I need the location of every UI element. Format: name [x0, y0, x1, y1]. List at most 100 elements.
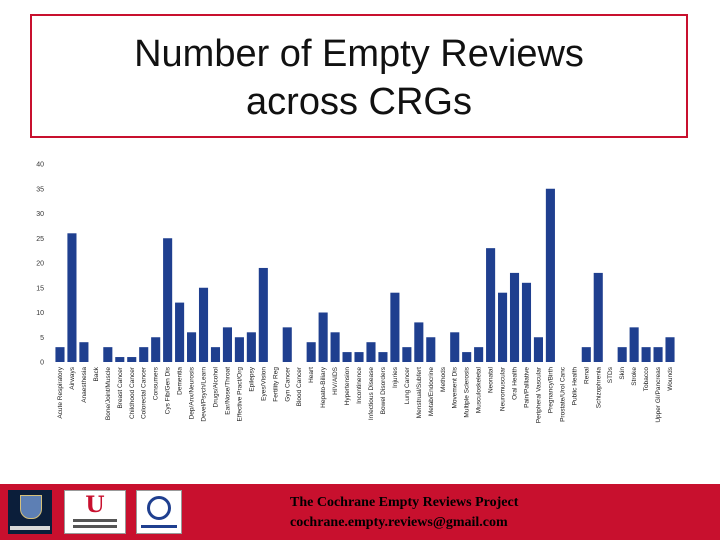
category-label: Airways	[69, 366, 76, 390]
cochrane-logo	[136, 490, 182, 534]
category-label: Skin	[619, 367, 626, 380]
category-label: Renal	[583, 366, 590, 384]
bar	[629, 327, 639, 362]
y-tick-label: 15	[36, 285, 44, 292]
category-label: Incontinence	[356, 367, 363, 404]
y-tick-label: 10	[36, 310, 44, 317]
category-label: HIV/AIDS	[332, 366, 339, 394]
bar	[318, 312, 328, 362]
bar	[330, 332, 340, 362]
category-label: Blood Cancer	[296, 366, 303, 406]
category-label: Devel/Psych/Learn	[201, 367, 208, 422]
bar	[545, 188, 555, 362]
category-label: STDs	[607, 366, 614, 383]
bar	[222, 327, 232, 362]
category-label: Fertility Reg	[272, 367, 279, 402]
bar	[210, 347, 221, 362]
bar	[653, 347, 663, 362]
bar	[151, 337, 161, 362]
category-label: Neuromuscular	[500, 366, 507, 411]
y-tick-label: 20	[36, 261, 44, 268]
category-label: Acute Respiratory	[57, 366, 64, 418]
bar-chart: 0 5 10 15 20 25 30 35 40 Acute Respiratory Airways…	[36, 162, 675, 423]
bar	[115, 357, 125, 362]
category-label: Lung Cancer	[404, 366, 411, 404]
bar	[426, 337, 436, 362]
y-tick-label: 5	[40, 335, 44, 342]
category-label: Multiple Sclerosis	[464, 366, 471, 417]
bar	[593, 272, 603, 362]
y-tick-label: 25	[36, 236, 44, 243]
bar	[246, 332, 256, 362]
category-label: Dementia	[177, 367, 184, 395]
category-label: Stroke	[631, 367, 638, 386]
category-label: Childhood Cancer	[129, 366, 136, 419]
category-label: Metab/Endocrine	[428, 367, 435, 417]
bar	[665, 337, 675, 362]
category-label: Neonatal	[488, 366, 495, 393]
bar	[306, 342, 316, 362]
category-label: Drugs/Alcohol	[212, 366, 219, 407]
category-label: Movement Dis	[452, 366, 459, 408]
bar	[258, 267, 268, 362]
category-label: Pregnancy/Birth	[547, 367, 554, 414]
bar	[509, 272, 520, 362]
category-label: Injuries	[392, 366, 399, 388]
category-label: Wounds	[667, 366, 674, 390]
category-label: Consumers	[153, 366, 160, 400]
bar	[234, 337, 244, 362]
bar	[175, 302, 185, 362]
bar	[282, 327, 292, 362]
bar	[55, 347, 65, 362]
category-label: Musculoskeletal	[476, 366, 483, 413]
category-label: Oral Health	[512, 367, 519, 400]
bar	[486, 248, 496, 362]
category-label: Schizophrenia	[595, 367, 602, 409]
utah-logo: U	[64, 490, 126, 534]
bar	[67, 233, 77, 362]
footer-project-name: The Cochrane Empty Reviews Project	[290, 495, 519, 510]
bar	[198, 287, 209, 362]
footer-email: cochrane.empty.reviews@gmail.com	[290, 515, 508, 530]
category-label: Tobacco	[643, 367, 650, 392]
category-label: Gyn Cancer	[284, 366, 291, 402]
category-label: Upper GI/Pancreas	[655, 366, 662, 422]
bar	[390, 292, 400, 362]
y-tick-label: 40	[36, 162, 44, 169]
bar	[617, 347, 627, 362]
bar	[139, 347, 149, 362]
category-label: Breast Cancer	[117, 366, 124, 408]
category-label: Prostate/Urol Canc	[559, 366, 566, 422]
category-label: Colorectal Cancer	[141, 366, 148, 419]
chart-title: Number of Empty Reviews across CRGs	[32, 30, 686, 126]
category-label: Back	[93, 366, 100, 381]
title-box: Number of Empty Reviews across CRGs	[30, 14, 688, 138]
bar	[342, 352, 352, 362]
category-label: Anaesthesia	[81, 367, 88, 403]
category-label: Peripheral Vascular	[535, 366, 542, 423]
chart-title-line-2: across CRGs	[246, 81, 472, 123]
category-label: Infectious Disease	[368, 367, 375, 420]
category-label: Public Health	[571, 367, 578, 406]
bar	[103, 347, 113, 362]
oxford-logo	[8, 490, 52, 534]
bar	[354, 352, 364, 362]
bar	[581, 347, 591, 362]
bar	[163, 238, 173, 362]
category-label: Bowel Disorders	[380, 366, 387, 414]
category-label: Effective Pract/Org	[236, 367, 243, 422]
bar	[414, 322, 424, 362]
bar	[641, 347, 651, 362]
bar	[450, 332, 460, 362]
bar	[402, 347, 412, 362]
category-label: Cys Fib/Gen Dis	[165, 366, 172, 414]
y-tick-label: 0	[40, 360, 44, 367]
bar	[366, 342, 376, 362]
category-label: Pain/Palliative	[523, 367, 530, 408]
category-label: Ear/Nose/Throat	[224, 367, 231, 415]
category-label: Heart	[308, 367, 315, 383]
bar	[187, 332, 197, 362]
bar	[79, 342, 89, 362]
bar	[498, 292, 508, 362]
category-label: Epilepsy	[248, 366, 255, 391]
